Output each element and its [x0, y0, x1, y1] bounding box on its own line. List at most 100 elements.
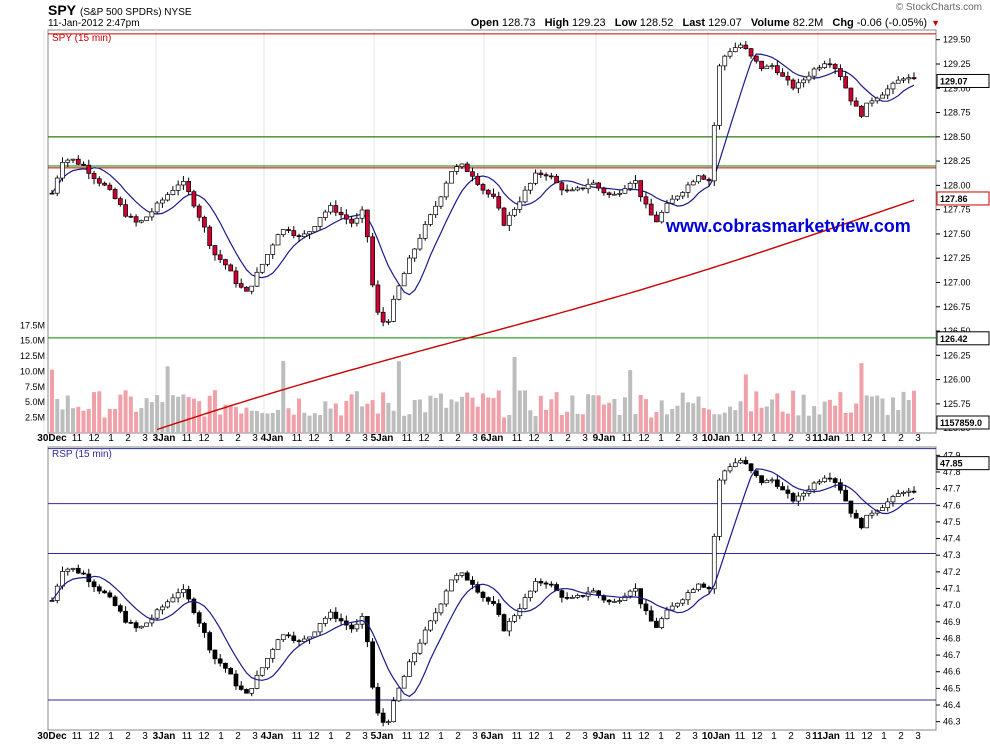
- spy-candle-body: [75, 158, 81, 165]
- spy-candle-body: [123, 204, 128, 217]
- volume-bar: [86, 408, 91, 433]
- x-axis-label: 30Dec: [37, 731, 67, 742]
- rsp-candle-body: [538, 581, 544, 584]
- rsp-candle-body: [254, 674, 260, 689]
- spy-candle-body: [822, 63, 827, 68]
- spy-candle-body: [412, 248, 418, 259]
- rsp-ytick-label: 47.7: [943, 484, 961, 494]
- rsp-candle-body: [202, 622, 207, 633]
- chart-header: SPY (S&P 500 SPDRs) NYSE 11-Jan-2012 2:47…: [0, 0, 990, 30]
- spy-candle-body: [480, 184, 486, 191]
- spy-candle-body: [96, 178, 102, 184]
- spy-candle-body: [322, 211, 328, 218]
- rsp-candle-body: [149, 617, 155, 624]
- volume-bar: [633, 413, 638, 433]
- volume-bar: [685, 402, 690, 433]
- rsp-candle-body: [491, 600, 496, 604]
- rsp-candle-body: [207, 632, 213, 651]
- spy-candle-body: [244, 286, 249, 292]
- rsp-candle-body: [191, 598, 197, 614]
- volume-bar: [365, 403, 370, 433]
- volume-bar: [375, 413, 380, 433]
- volume-bar: [565, 411, 570, 433]
- spy-last-badge: 129.07: [940, 76, 968, 86]
- volume-bar: [507, 414, 512, 433]
- rsp-candle-body: [317, 623, 323, 633]
- volume-bar: [523, 390, 528, 433]
- spy-ytick-label: 126.00: [943, 375, 971, 385]
- volume-bar: [780, 411, 785, 433]
- spy-ytick-label: 126.75: [943, 302, 971, 312]
- volume-bar: [628, 370, 633, 433]
- rsp-candle-body: [133, 622, 139, 629]
- spy-candle-body: [548, 175, 554, 178]
- spy-candle-body: [491, 193, 496, 197]
- volume-bar: [801, 394, 806, 433]
- rsp-candle-body: [223, 662, 228, 669]
- spy-candle-body: [249, 285, 255, 292]
- volume-bar: [502, 417, 507, 433]
- volume-bar: [533, 416, 538, 433]
- volume-bar: [76, 406, 81, 433]
- rsp-candle-body: [96, 586, 102, 592]
- rsp-ytick-label: 47.0: [943, 600, 961, 610]
- rsp-candle-body: [186, 588, 192, 600]
- rsp-candle-body: [265, 658, 270, 669]
- rsp-ytick-label: 46.5: [943, 683, 961, 693]
- volume-bar: [328, 408, 333, 433]
- spy-candle-body: [291, 230, 297, 237]
- spy-candle-body: [559, 182, 565, 191]
- volume-bar: [339, 415, 344, 433]
- spy-candle-body: [139, 220, 144, 223]
- spy-candle-body: [102, 182, 107, 186]
- down-arrow-icon: ▼: [931, 18, 940, 28]
- volume-bar: [896, 409, 901, 433]
- x-axis-label: 6Jan: [481, 731, 504, 742]
- volume-bar: [207, 395, 212, 433]
- x-axis-label: 11: [72, 731, 83, 742]
- volume-bar: [160, 402, 165, 433]
- spy-ma-badge: 127.86: [940, 194, 968, 204]
- spy-candle-body: [690, 181, 696, 186]
- x-axis-label: 3: [472, 731, 478, 742]
- x-axis-label: 1: [771, 433, 777, 444]
- rsp-candle-body: [370, 641, 375, 688]
- rsp-candle-body: [675, 602, 680, 607]
- rsp-candle-body: [212, 649, 218, 660]
- volume-bar: [260, 413, 265, 433]
- rsp-candle-body: [175, 592, 181, 599]
- volume-bar: [517, 390, 522, 433]
- spy-ytick-label: 128.50: [943, 132, 971, 142]
- spy-candle-body: [401, 273, 407, 287]
- volume-ytick-label: 17.5M: [20, 320, 45, 330]
- x-axis-label: 11: [292, 731, 303, 742]
- rsp-candle-body: [548, 583, 554, 586]
- x-axis-label: 3: [472, 433, 478, 444]
- spy-candle-body: [259, 263, 265, 273]
- x-axis-label: 11Jan: [812, 433, 840, 444]
- quote-summary: Open 128.73 High 129.23 Low 128.52 Last 129.…: [470, 17, 940, 29]
- rsp-candle-body: [864, 514, 870, 529]
- x-axis-label: 2: [125, 433, 131, 444]
- rsp-candle-body: [575, 595, 580, 598]
- spy-candle-body: [527, 182, 533, 191]
- volume-bar: [318, 414, 323, 433]
- volume-bar: [643, 399, 648, 433]
- x-axis-label: 5Jan: [371, 433, 394, 444]
- volume-bar: [155, 395, 160, 433]
- volume-bar: [481, 393, 485, 433]
- spy-candle-body: [165, 194, 170, 201]
- spy-ytick-label: 128.25: [943, 156, 971, 166]
- x-axis-label: 11: [735, 731, 746, 742]
- spy-candle-body: [570, 189, 575, 192]
- volume-bar: [370, 400, 375, 433]
- volume-bar: [906, 399, 911, 433]
- spy-candle-body: [848, 87, 854, 102]
- spy-candle-body: [859, 105, 864, 117]
- rsp-candle-body: [643, 603, 649, 612]
- spy-candle-body: [753, 55, 759, 62]
- spy-candle-body: [643, 196, 649, 205]
- x-axis-label: 11: [845, 433, 856, 444]
- x-axis-label: 1: [328, 433, 334, 444]
